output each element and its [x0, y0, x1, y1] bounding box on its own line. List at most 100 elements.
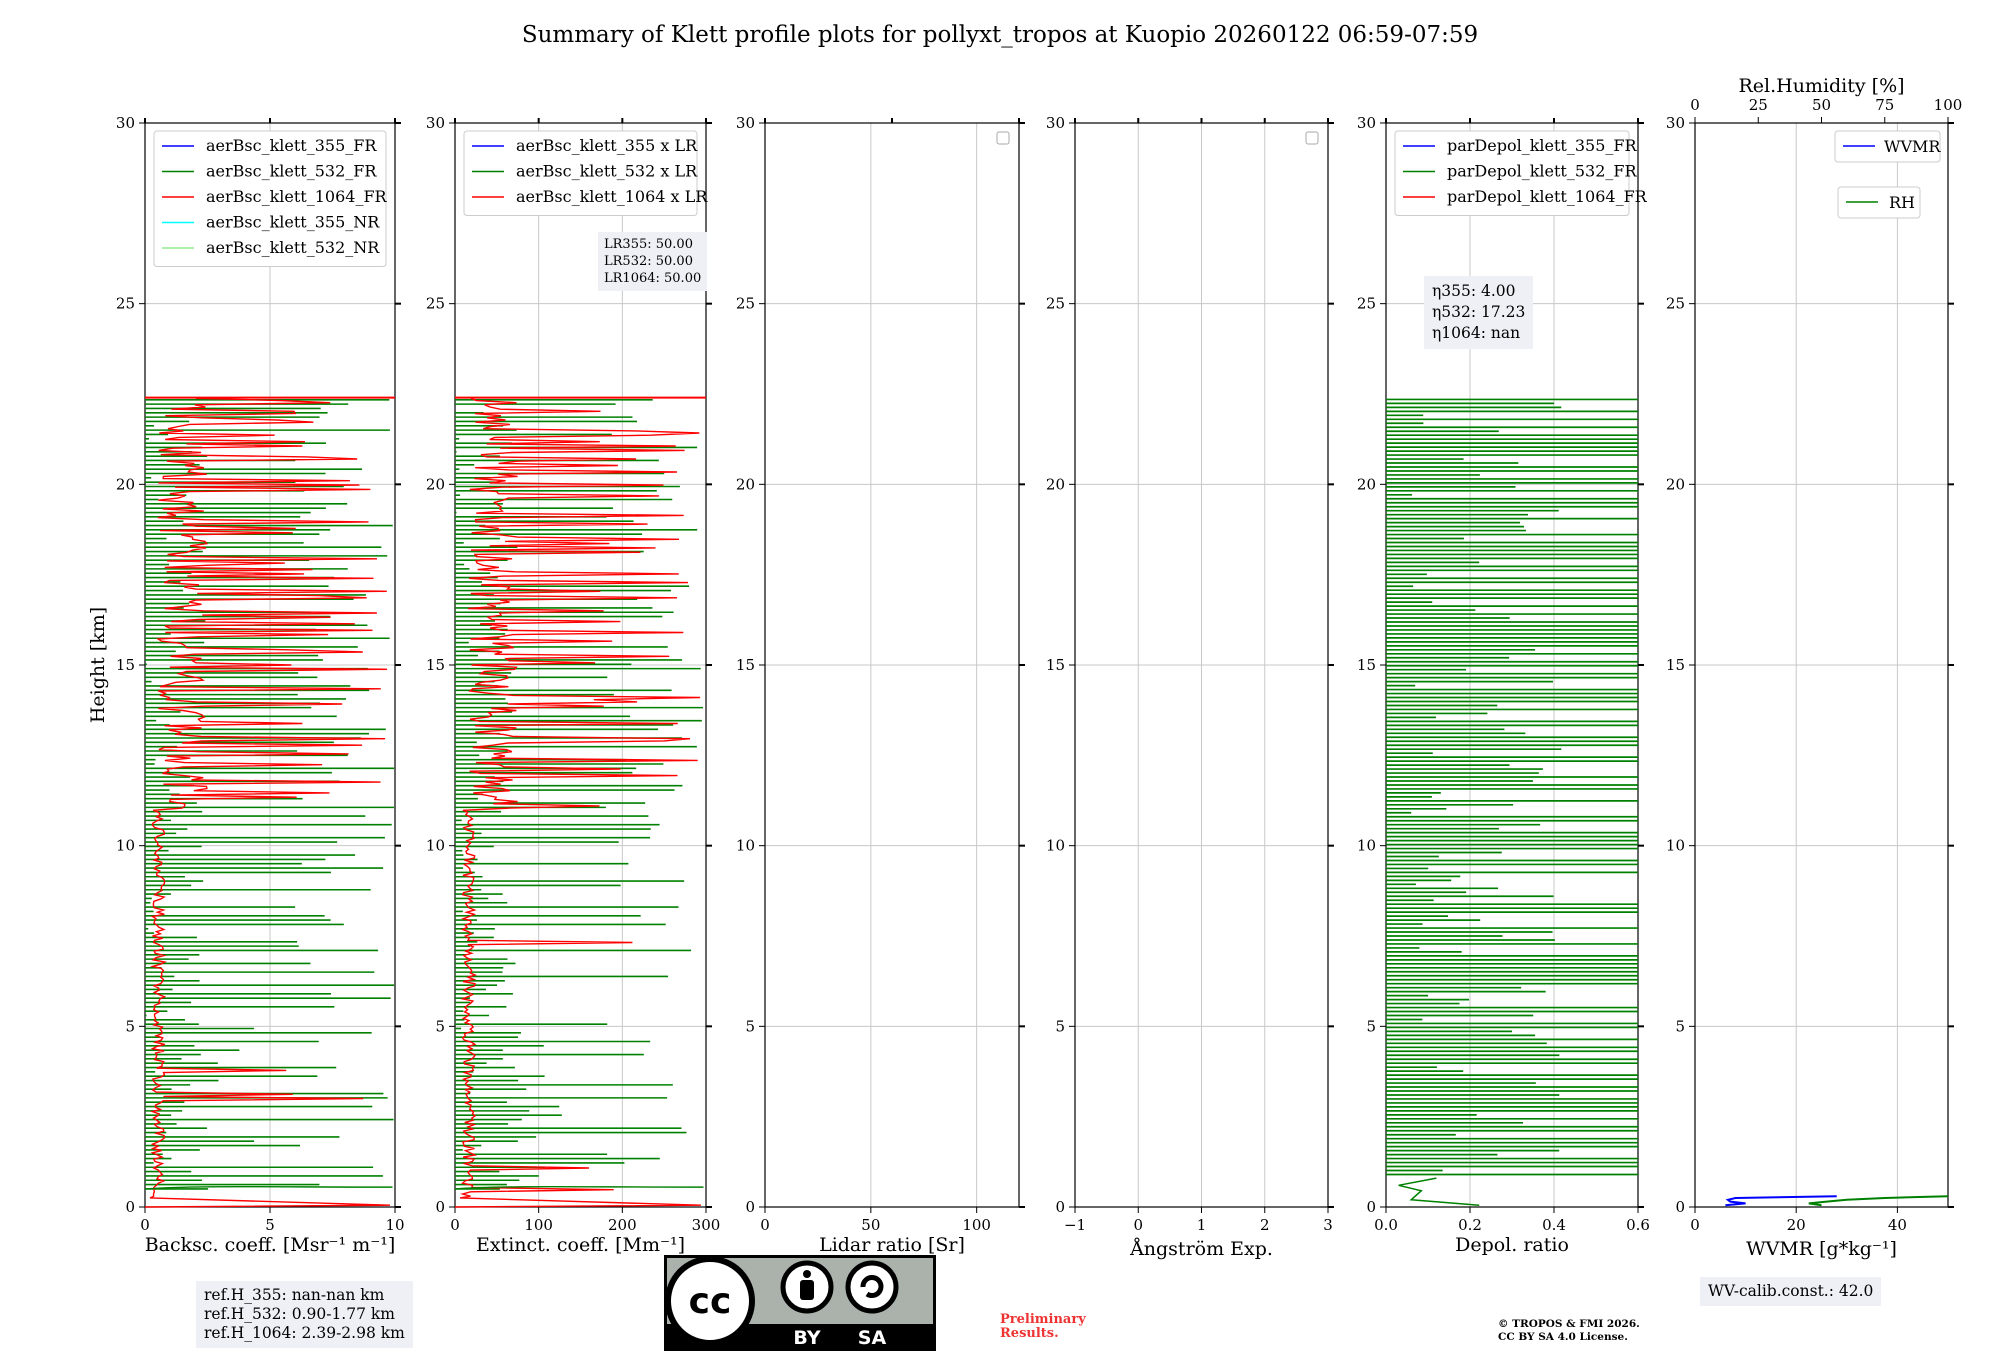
y-tick-label: 20 — [736, 475, 755, 493]
x-tick-label: 50 — [861, 1216, 880, 1234]
rh-line — [1808, 1195, 1949, 1207]
legend-label: parDepol_klett_532_FR — [1447, 162, 1638, 181]
y-tick-label: 20 — [1357, 475, 1376, 493]
lr-532: LR532: 50.00 — [604, 254, 693, 269]
x2-axis-label: Rel.Humidity [%] — [1738, 75, 1904, 97]
series-1064-line — [144, 397, 391, 1208]
y-tick-label: 0 — [435, 1198, 445, 1216]
x-tick-label: 0.2 — [1458, 1216, 1482, 1234]
eta-box: η355: 4.00 η532: 17.23 η1064: nan — [1424, 276, 1534, 349]
x-tick-label: 0 — [450, 1216, 460, 1234]
y-tick-label: 10 — [1046, 837, 1065, 855]
x-axis-label: WVMR [g*kg⁻¹] — [1746, 1238, 1897, 1260]
legend-label: aerBsc_klett_355 x LR — [516, 136, 698, 155]
x-axis-label: Ångström Exp. — [1129, 1238, 1273, 1260]
y-tick-label: 15 — [116, 656, 135, 674]
x-tick-label: 200 — [608, 1216, 637, 1234]
y-tick-label: 0 — [1055, 1198, 1065, 1216]
y-tick-label: 10 — [426, 837, 445, 855]
y-tick-label: 25 — [1666, 295, 1685, 313]
lr-355: LR355: 50.00 — [604, 237, 693, 252]
wvmr-line — [1725, 1195, 1837, 1207]
panel-depolarization: 0.0 0.2 0.4 0.6 0 5 10 15 20 25 30 Depol. ratio parD… — [1357, 114, 1650, 1256]
y-tick-label: 5 — [1675, 1017, 1685, 1035]
y-tick-label: 5 — [1055, 1017, 1065, 1035]
axes-frame — [764, 122, 1020, 1208]
lr-1064: LR1064: 50.00 — [604, 271, 702, 286]
ref-height-532: ref.H_532: 0.90-1.77 km — [204, 1305, 395, 1323]
panel-backscatter: 0 5 10 0 5 10 15 20 25 30 Backsc. coeff. [Msr⁻¹ m⁻… — [116, 114, 405, 1256]
legend-frame — [153, 130, 387, 267]
profile-lines — [144, 396, 395, 1208]
cc-sa-label: SA — [858, 1327, 887, 1349]
x-tick-label: 40 — [1888, 1216, 1907, 1234]
y-tick-label: 15 — [426, 656, 445, 674]
legend-label: parDepol_klett_355_FR — [1447, 136, 1638, 155]
legend-wvmr: WVMR — [1834, 130, 1941, 163]
x2-tick-label: 25 — [1749, 96, 1768, 114]
x-axis-label: Extinct. coeff. [Mm⁻¹] — [476, 1234, 685, 1256]
legend-label: parDepol_klett_1064_FR — [1447, 187, 1648, 206]
lidar-ratio-box: LR355: 50.00 LR532: 50.00 LR1064: 50.00 — [598, 232, 708, 291]
y-tick-label: 25 — [736, 295, 755, 313]
profile-lines — [1386, 398, 1638, 1206]
x2-tick-label: 100 — [1934, 96, 1963, 114]
empty-legend — [1305, 131, 1319, 145]
y-tick-label: 10 — [1666, 837, 1685, 855]
copyright-note: © TROPOS & FMI 2026. CC BY SA 4.0 Licens… — [1498, 1318, 1640, 1344]
profile-lines — [1725, 1195, 1949, 1207]
y-tick-label: 5 — [1366, 1017, 1376, 1035]
ref-height-355: ref.H_355: nan-nan km — [204, 1286, 385, 1304]
legend-label: aerBsc_klett_532_FR — [206, 162, 377, 181]
legend-label: RH — [1889, 193, 1915, 212]
x-tick-label: 100 — [962, 1216, 991, 1234]
y-tick-label: 30 — [1357, 114, 1376, 132]
y-tick-label: 30 — [1666, 114, 1685, 132]
preliminary-line-2: Results. — [1000, 1326, 1059, 1341]
x-tick-label: 0 — [140, 1216, 150, 1234]
y-tick-label: 15 — [1666, 656, 1685, 674]
legend-label: aerBsc_klett_355_NR — [206, 213, 380, 232]
legend-rh: RH — [1837, 186, 1921, 219]
y-axis-label: Height [km] — [87, 607, 109, 723]
x-tick-label: −1 — [1064, 1216, 1086, 1234]
legend-extinction: aerBsc_klett_355 x LR aerBsc_klett_532 x … — [463, 130, 708, 216]
series-1064-line — [454, 397, 702, 1208]
y-tick-label: 0 — [1366, 1198, 1376, 1216]
x-axis-label: Backsc. coeff. [Msr⁻¹ m⁻¹] — [145, 1234, 396, 1256]
wv-calib-box: WV-calib.const.: 42.0 — [1700, 1277, 1882, 1306]
x-tick-label: 0.4 — [1542, 1216, 1566, 1234]
y-tick-label: 15 — [736, 656, 755, 674]
profile-lines — [454, 396, 706, 1208]
y-tick-label: 10 — [1357, 837, 1376, 855]
x2-tick-label: 50 — [1812, 96, 1831, 114]
figure-title: Summary of Klett profile plots for polly… — [521, 22, 1479, 48]
panel-water_vapor: 0 20 40 0 5 10 15 20 25 30 WVMR [g*kg⁻¹] 0 25 50 75 100… — [1666, 75, 1962, 1260]
legend-label: aerBsc_klett_355_FR — [206, 136, 377, 155]
legend-depolarization: parDepol_klett_355_FR parDepol_klett_532_… — [1394, 130, 1648, 216]
x-axis-label: Depol. ratio — [1455, 1234, 1569, 1256]
y-tick-label: 5 — [125, 1017, 135, 1035]
x-tick-label: 0.0 — [1374, 1216, 1398, 1234]
wv-calib-const: WV-calib.const.: 42.0 — [1708, 1282, 1874, 1300]
series-532-low — [144, 1185, 393, 1190]
depol-532-low — [1398, 1177, 1480, 1206]
y-tick-label: 0 — [1675, 1198, 1685, 1216]
legend-frame — [463, 130, 698, 216]
y-tick-label: 30 — [116, 114, 135, 132]
legend-frame — [1394, 130, 1630, 216]
legend-label: aerBsc_klett_532 x LR — [516, 162, 698, 181]
y-tick-label: 25 — [1357, 295, 1376, 313]
axes-frame — [1074, 122, 1329, 1208]
y-tick-label: 15 — [1046, 656, 1065, 674]
x-tick-label: 300 — [692, 1216, 721, 1234]
legend-frame — [1837, 186, 1921, 219]
x-tick-label: 100 — [524, 1216, 553, 1234]
eta-532: η532: 17.23 — [1432, 303, 1526, 321]
x-tick-label: 0 — [1690, 1216, 1700, 1234]
x-tick-label: 0.6 — [1626, 1216, 1650, 1234]
legend-label: aerBsc_klett_1064 x LR — [516, 187, 708, 206]
x-tick-label: 20 — [1787, 1216, 1806, 1234]
x-tick-label: 2 — [1260, 1216, 1270, 1234]
